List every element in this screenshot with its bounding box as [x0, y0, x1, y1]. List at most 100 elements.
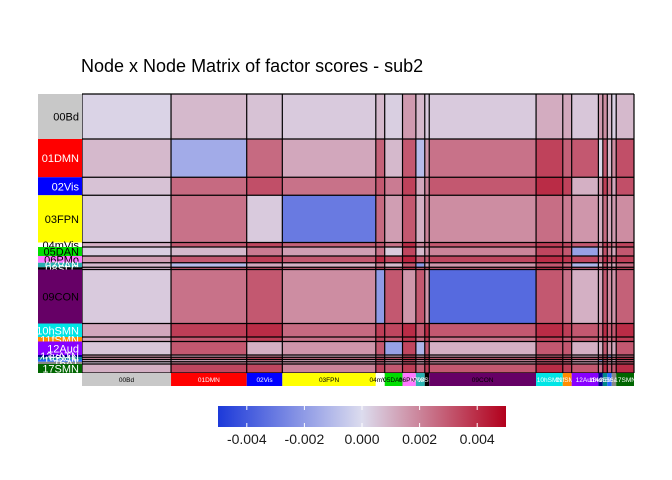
heatmap-cell [246, 323, 283, 337]
x-tick-label: 06PMo [399, 377, 420, 384]
heatmap-cell [402, 247, 416, 256]
heatmap-cell [82, 355, 172, 358]
heatmap-cell [602, 364, 608, 373]
heatmap-cell [402, 242, 416, 247]
heatmap-cell [384, 247, 403, 256]
heatmap-cell [384, 94, 403, 139]
heatmap-cell [171, 357, 247, 360]
heatmap-cell [246, 364, 283, 373]
y-network-color-band [38, 341, 82, 355]
heatmap-cell [616, 337, 634, 342]
heatmap-cell [598, 323, 603, 337]
heatmap-cell [282, 269, 376, 324]
x-tick-label: 00Bd [119, 377, 135, 384]
heatmap-cell [246, 177, 283, 196]
heatmap-cell [375, 357, 385, 360]
heatmap-cell [402, 195, 416, 243]
heatmap-cell [598, 355, 603, 358]
heatmap-cell [571, 323, 599, 337]
heatmap-cell [536, 269, 563, 324]
heatmap-cell [282, 361, 376, 364]
x-tick-label: 14mSMN [592, 377, 619, 384]
heatmap-cell [571, 364, 599, 373]
heatmap-cell [616, 177, 634, 196]
heatmap-cell [384, 357, 403, 360]
heatmap-cell [415, 269, 425, 324]
heatmap-cell [611, 341, 617, 355]
heatmap-cell [282, 177, 376, 196]
heatmap-cell [171, 139, 247, 178]
heatmap-cell [616, 359, 634, 362]
heatmap-cell [384, 323, 403, 337]
heatmap-cell [607, 357, 612, 360]
heatmap-cell [598, 337, 603, 342]
x-tick-label: 08SLC [417, 377, 437, 384]
heatmap-cell [415, 341, 425, 355]
heatmap-cell [571, 242, 599, 247]
x-tick-label: 12Aud [576, 377, 595, 384]
heatmap-cell [611, 247, 617, 256]
heatmap-cell [571, 359, 599, 362]
heatmap-cell [282, 247, 376, 256]
heatmap-cell [536, 337, 563, 342]
heatmap-cell [598, 269, 603, 324]
heatmap-cell [598, 242, 603, 247]
heatmap-cell [607, 139, 612, 178]
heatmap-cell [607, 269, 612, 324]
x-tick-label: 04mVis [369, 377, 391, 384]
heatmap-cell [171, 361, 247, 364]
heatmap-cell [375, 267, 385, 270]
heatmap-cell [562, 195, 572, 243]
heatmap-cell [598, 357, 603, 360]
heatmap-cell [562, 341, 572, 355]
heatmap-cell [415, 94, 425, 139]
heatmap-cell [82, 323, 172, 337]
heatmap-cell [562, 337, 572, 342]
heatmap-cell [611, 359, 617, 362]
block-gridlines [81, 93, 635, 374]
heatmap-cell [246, 361, 283, 364]
heatmap-cell [246, 247, 283, 256]
heatmap-cell [82, 195, 172, 243]
heatmap-cell [402, 139, 416, 178]
heatmap-cell [607, 359, 612, 362]
heatmap-cell [424, 195, 430, 243]
heatmap-cell [402, 337, 416, 342]
heatmap-cell [375, 177, 385, 196]
heatmap-cell [607, 262, 612, 268]
heatmap-cell [602, 267, 608, 270]
y-network-color-band [38, 364, 82, 373]
y-tick-label: 03FPN [45, 214, 79, 226]
heatmap-cell [429, 364, 537, 373]
heatmap-cell [616, 361, 634, 364]
heatmap-cell [384, 139, 403, 178]
heatmap-cell [375, 341, 385, 355]
heatmap-cell [375, 94, 385, 139]
y-tick-label: 02Vis [52, 181, 80, 193]
heatmap-cell [536, 357, 563, 360]
heatmap-cell [375, 359, 385, 362]
heatmap-cell [246, 256, 283, 263]
y-network-color-band [38, 242, 82, 247]
heatmap-cell [424, 94, 430, 139]
heatmap-cell [282, 337, 376, 342]
colorbar: -0.004 -0.002 0.000 0.002 0.004 [218, 406, 506, 447]
heatmap-cell [171, 337, 247, 342]
heatmap-cell [602, 361, 608, 364]
heatmap-cell [424, 139, 430, 178]
y-tick-label: 10hSMN [36, 325, 79, 337]
heatmap-cell [536, 267, 563, 270]
heatmap-cell [607, 341, 612, 355]
heatmap-cell [246, 337, 283, 342]
heatmap-cell [616, 364, 634, 373]
heatmap-cell [611, 195, 617, 243]
heatmap-cell [402, 177, 416, 196]
colorbar-tick-label: 0.002 [402, 431, 437, 447]
heatmap-cell [598, 256, 603, 263]
y-network-color-band [38, 323, 82, 337]
heatmap-cell [424, 262, 430, 268]
heatmap-cell [424, 357, 430, 360]
y-axis-labels: 00Bd01DMN02Vis03FPN04mVis05DAN06PMo07VAN… [33, 94, 82, 376]
heatmap-cell [424, 341, 430, 355]
heatmap-cell [384, 341, 403, 355]
